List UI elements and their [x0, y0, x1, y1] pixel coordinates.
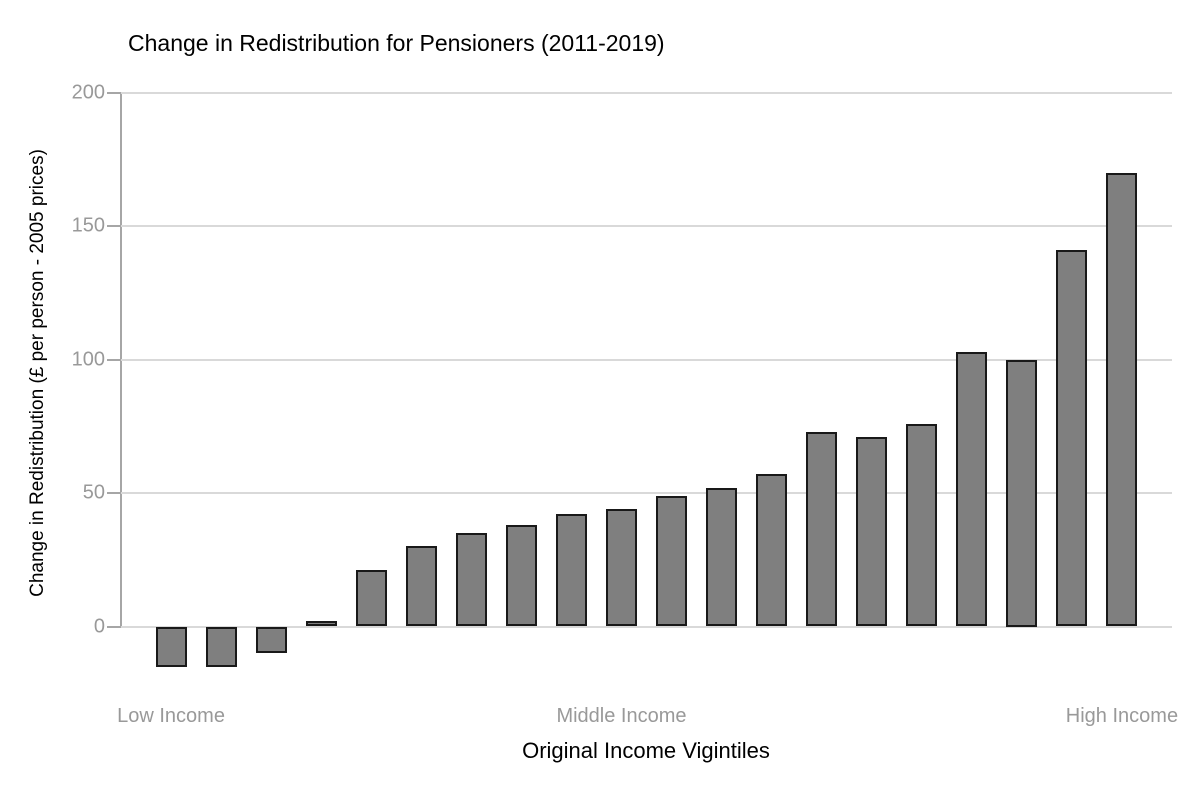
y-tick-mark [107, 92, 121, 94]
bar-vigintile-7 [455, 533, 487, 627]
x-category-label: Middle Income [556, 705, 687, 727]
bar-vigintile-18 [1006, 359, 1038, 627]
x-category-label: High Income [1065, 705, 1179, 727]
plot-area [121, 92, 1172, 693]
bar-vigintile-6 [405, 546, 437, 627]
x-axis-title: Original Income Vigintiles [522, 738, 770, 763]
y-tick-mark [107, 625, 121, 628]
bar-vigintile-20 [1106, 173, 1138, 627]
bar-vigintile-4 [305, 621, 337, 627]
gridline-200 [121, 92, 1172, 94]
bar-vigintile-2 [205, 626, 237, 667]
bar-vigintile-12 [706, 487, 738, 627]
bar-vigintile-10 [605, 509, 637, 627]
bar-vigintile-5 [355, 570, 387, 627]
y-tick-mark [107, 492, 121, 495]
bar-vigintile-9 [555, 514, 587, 627]
bar-vigintile-17 [956, 351, 988, 627]
gridline-150 [121, 225, 1172, 228]
gridline-50 [121, 492, 1172, 495]
gridline-0 [121, 625, 1172, 628]
bar-vigintile-3 [255, 626, 287, 654]
y-tick-label: 0 [93, 615, 105, 637]
bar-vigintile-16 [906, 423, 938, 627]
y-tick-label: 200 [71, 81, 105, 104]
chart-title: Change in Redistribution for Pensioners … [128, 30, 665, 56]
bar-vigintile-13 [756, 474, 788, 627]
bar-vigintile-15 [856, 437, 888, 627]
y-tick-label: 100 [71, 348, 105, 371]
x-category-label: Low Income [117, 705, 225, 727]
bar-vigintile-14 [806, 431, 838, 627]
y-tick-label: 50 [82, 481, 105, 504]
gridline-100 [121, 358, 1172, 361]
y-tick-mark [107, 358, 121, 361]
bar-vigintile-11 [656, 495, 688, 627]
y-tick-mark [107, 225, 121, 228]
bar-vigintile-19 [1056, 250, 1088, 627]
bar-vigintile-1 [155, 626, 187, 667]
y-tick-label: 150 [71, 214, 105, 237]
bar-vigintile-8 [505, 525, 537, 627]
